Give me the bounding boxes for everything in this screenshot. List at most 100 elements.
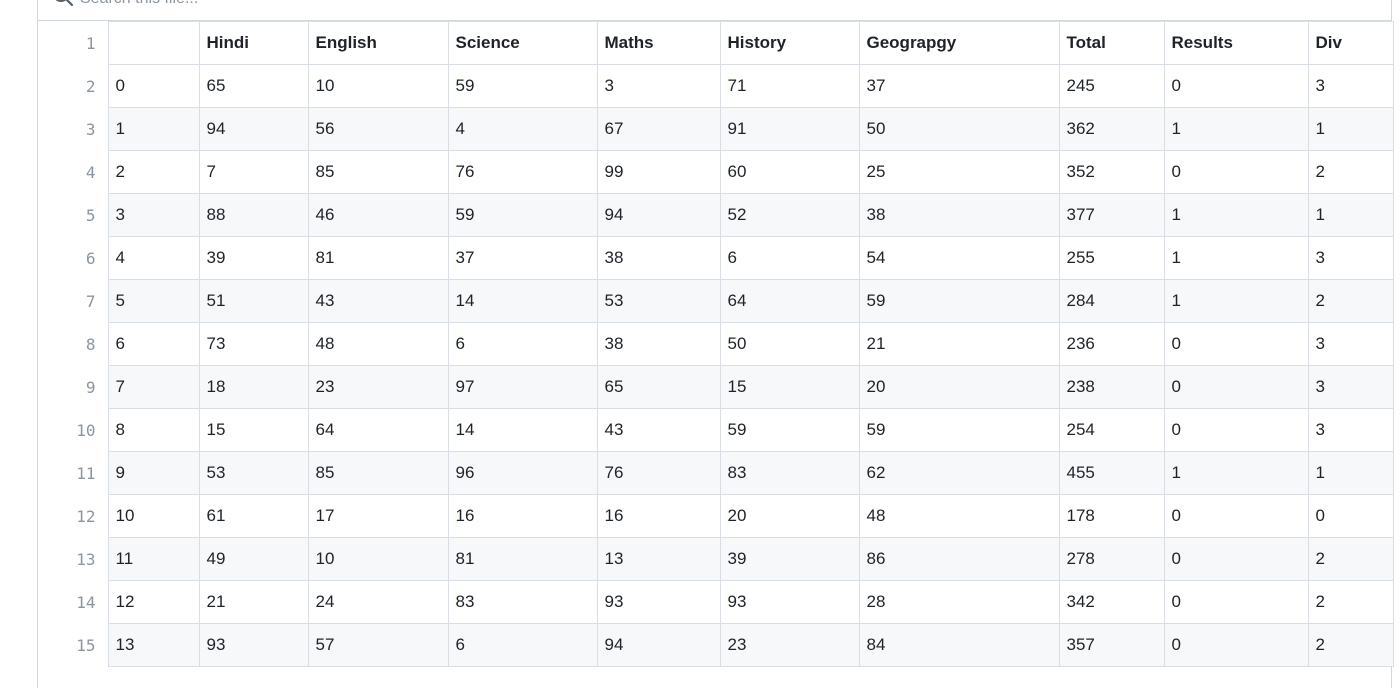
line-number[interactable]: 9 xyxy=(38,365,109,409)
table-cell: 362 xyxy=(1058,107,1165,151)
table-cell: 0 xyxy=(107,64,200,108)
table-cell: 81 xyxy=(447,537,598,581)
table-cell: 9 xyxy=(107,451,200,495)
line-number[interactable]: 1 xyxy=(38,21,109,65)
table-cell: 1 xyxy=(1163,193,1309,237)
line-number[interactable]: 5 xyxy=(38,193,109,237)
table-cell: 59 xyxy=(858,279,1060,323)
line-number[interactable]: 11 xyxy=(38,451,109,495)
table-cell: 16 xyxy=(596,494,721,538)
table-cell: 0 xyxy=(1163,365,1309,409)
table-cell: 38 xyxy=(596,236,721,280)
table-cell: 39 xyxy=(198,236,309,280)
table-cell: 86 xyxy=(858,537,1060,581)
table-row: 4 2 7 85 76 99 60 25 352 0 2 xyxy=(38,150,1394,194)
table-cell: 7 xyxy=(107,365,200,409)
table-cell: 455 xyxy=(1058,451,1165,495)
table-cell: 4 xyxy=(107,236,200,280)
table-cell: 16 xyxy=(447,494,598,538)
line-number[interactable]: 10 xyxy=(38,408,109,452)
line-number[interactable]: 2 xyxy=(38,64,109,108)
table-row: 9 7 18 23 97 65 15 20 238 0 3 xyxy=(38,365,1394,409)
table-cell: 43 xyxy=(307,279,449,323)
table-cell: 83 xyxy=(719,451,860,495)
table-cell: 0 xyxy=(1163,580,1309,624)
table-cell: 93 xyxy=(719,580,860,624)
table-cell: 25 xyxy=(858,150,1060,194)
table-cell: 1 xyxy=(1163,107,1309,151)
table-row: 13 11 49 10 81 13 39 86 278 0 2 xyxy=(38,537,1394,581)
table-row: 14 12 21 24 83 93 93 28 342 0 2 xyxy=(38,580,1394,624)
column-header-total: Total xyxy=(1058,21,1165,65)
table-cell: 65 xyxy=(596,365,721,409)
table-cell: 59 xyxy=(858,408,1060,452)
table-cell: 238 xyxy=(1058,365,1165,409)
table-cell: 62 xyxy=(858,451,1060,495)
table-cell: 57 xyxy=(307,623,449,667)
line-number[interactable]: 7 xyxy=(38,279,109,323)
table-cell: 18 xyxy=(198,365,309,409)
table-row: 11 9 53 85 96 76 83 62 455 1 1 xyxy=(38,451,1394,495)
table-cell: 20 xyxy=(719,494,860,538)
table-row: 5 3 88 46 59 94 52 38 377 1 1 xyxy=(38,193,1394,237)
table-cell: 278 xyxy=(1058,537,1165,581)
column-header-history: History xyxy=(719,21,860,65)
line-number[interactable]: 14 xyxy=(38,580,109,624)
table-cell: 10 xyxy=(307,64,449,108)
table-cell: 1 xyxy=(1307,193,1394,237)
line-number[interactable]: 4 xyxy=(38,150,109,194)
table-cell: 71 xyxy=(719,64,860,108)
table-cell: 76 xyxy=(447,150,598,194)
table-cell: 10 xyxy=(307,537,449,581)
search-input[interactable] xyxy=(80,0,680,10)
line-number[interactable]: 15 xyxy=(38,623,109,667)
table-cell: 0 xyxy=(1307,494,1394,538)
table-cell: 236 xyxy=(1058,322,1165,366)
table-cell: 3 xyxy=(596,64,721,108)
table-cell: 54 xyxy=(858,236,1060,280)
table-cell: 245 xyxy=(1058,64,1165,108)
table-row: 15 13 93 57 6 94 23 84 357 0 2 xyxy=(38,623,1394,667)
table-cell: 8 xyxy=(107,408,200,452)
table-cell: 254 xyxy=(1058,408,1165,452)
table-cell: 59 xyxy=(447,193,598,237)
table-cell: 14 xyxy=(447,408,598,452)
table-cell: 46 xyxy=(307,193,449,237)
column-header-index xyxy=(107,21,200,65)
table-cell: 1 xyxy=(1307,107,1394,151)
table-cell: 357 xyxy=(1058,623,1165,667)
table-cell: 51 xyxy=(198,279,309,323)
table-cell: 23 xyxy=(307,365,449,409)
table-cell: 17 xyxy=(307,494,449,538)
table-cell: 21 xyxy=(858,322,1060,366)
table-cell: 49 xyxy=(198,537,309,581)
table-cell: 3 xyxy=(1307,236,1394,280)
table-cell: 11 xyxy=(107,537,200,581)
search-bar xyxy=(38,0,1391,21)
table-cell: 91 xyxy=(719,107,860,151)
table-cell: 0 xyxy=(1163,322,1309,366)
table-cell: 284 xyxy=(1058,279,1165,323)
table-cell: 6 xyxy=(447,623,598,667)
table-cell: 59 xyxy=(447,64,598,108)
line-number[interactable]: 8 xyxy=(38,322,109,366)
table-cell: 94 xyxy=(596,623,721,667)
table-cell: 83 xyxy=(447,580,598,624)
line-number[interactable]: 13 xyxy=(38,537,109,581)
table-cell: 65 xyxy=(198,64,309,108)
line-number[interactable]: 3 xyxy=(38,107,109,151)
table-cell: 2 xyxy=(1307,150,1394,194)
table-cell: 12 xyxy=(107,580,200,624)
table-cell: 6 xyxy=(107,322,200,366)
table-cell: 60 xyxy=(719,150,860,194)
table-cell: 28 xyxy=(858,580,1060,624)
table-cell: 56 xyxy=(307,107,449,151)
table-cell: 85 xyxy=(307,451,449,495)
line-number[interactable]: 12 xyxy=(38,494,109,538)
table-cell: 0 xyxy=(1163,537,1309,581)
table-cell: 94 xyxy=(198,107,309,151)
table-cell: 67 xyxy=(596,107,721,151)
line-number[interactable]: 6 xyxy=(38,236,109,280)
table-cell: 342 xyxy=(1058,580,1165,624)
table-cell: 0 xyxy=(1163,494,1309,538)
